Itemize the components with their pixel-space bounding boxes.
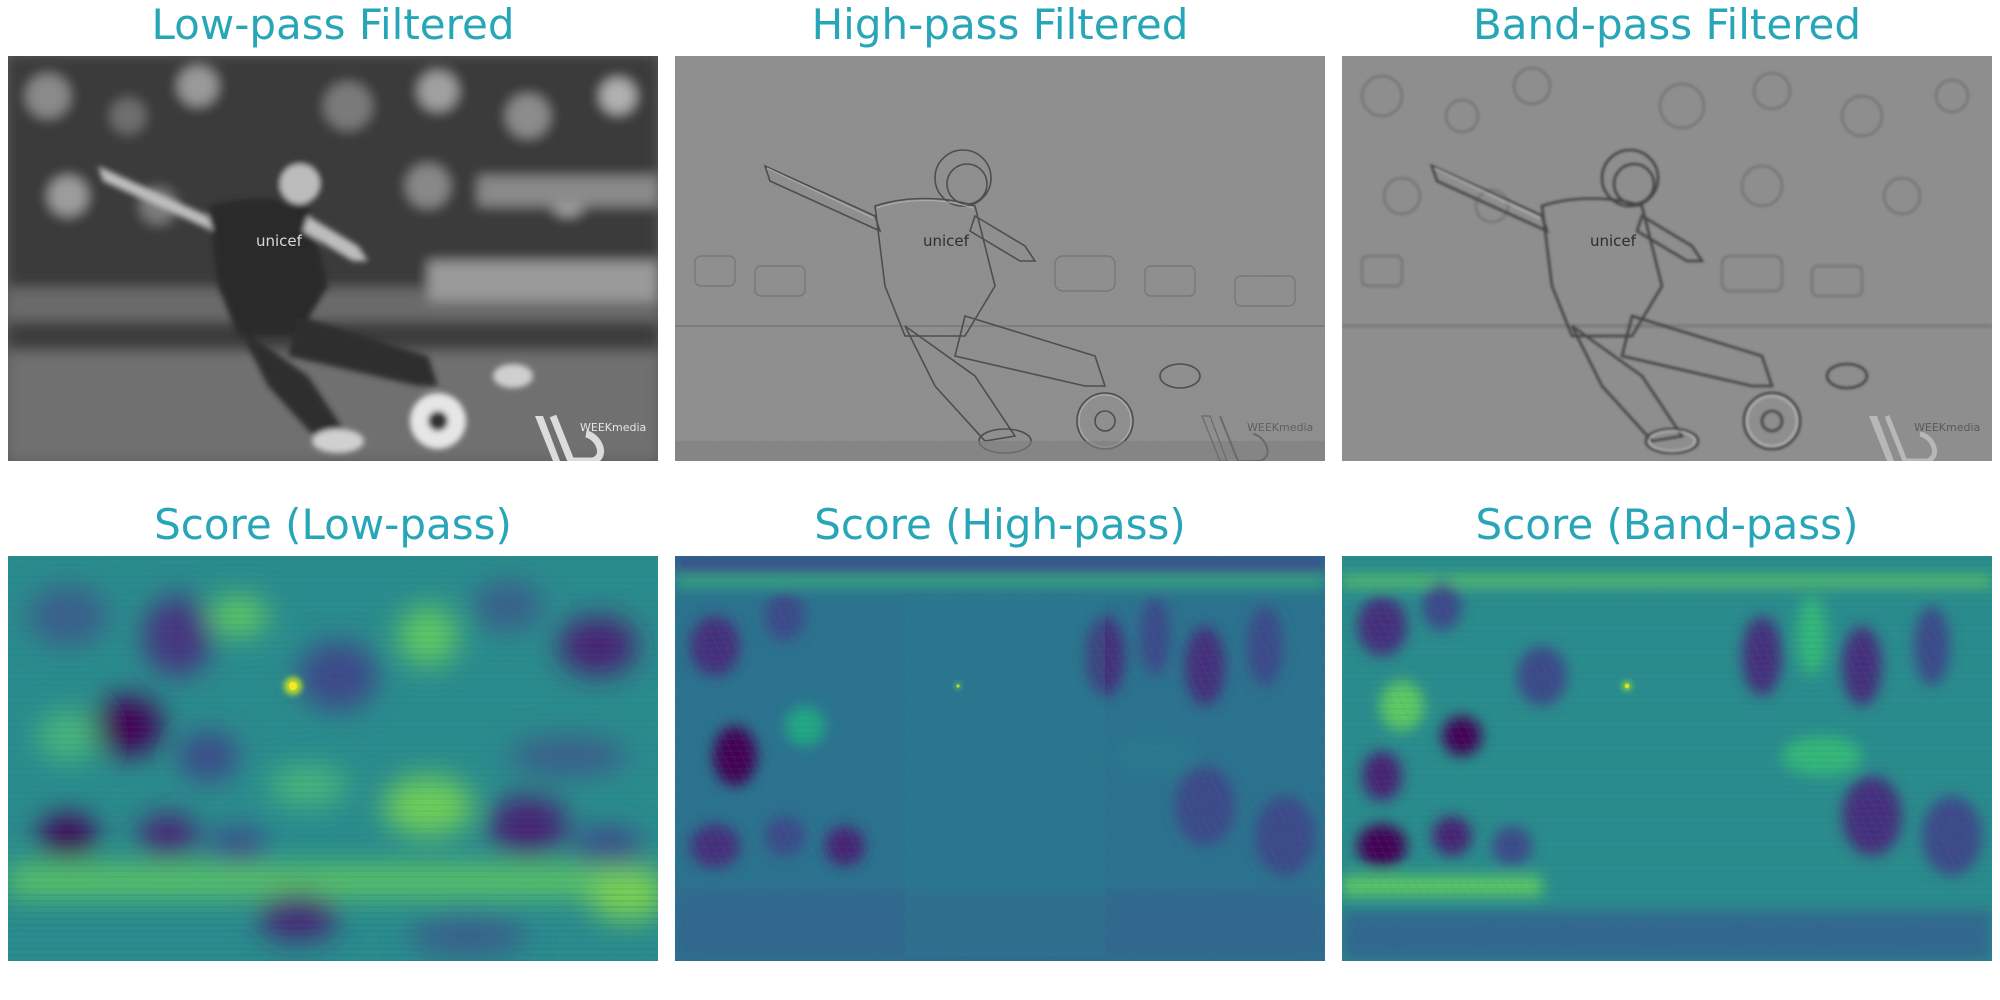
- peak-marker: [1622, 681, 1632, 691]
- score-low-pass-heatmap: [8, 556, 658, 961]
- shirt-text: unicef: [1590, 232, 1637, 250]
- high-pass-image: unicef WEEKmedia: [675, 56, 1325, 461]
- panel-title: Score (Low-pass): [154, 500, 512, 549]
- panel-title: High-pass Filtered: [811, 0, 1189, 49]
- high-pass-photo: unicef WEEKmedia: [675, 56, 1325, 461]
- panel-title: Score (High-pass): [814, 500, 1186, 549]
- low-pass-image: unicef WEEKmedia: [8, 56, 658, 461]
- panel-title: Score (Band-pass): [1475, 500, 1859, 549]
- peak-marker: [284, 677, 302, 695]
- panel-title: Low-pass Filtered: [151, 0, 515, 49]
- watermark-logo: WEEKmedia: [1869, 415, 1980, 461]
- svg-text:WEEKmedia: WEEKmedia: [580, 421, 646, 434]
- score-high-pass-map: [675, 556, 1325, 961]
- score-band-pass-map: [1342, 556, 1992, 961]
- panel-title: Band-pass Filtered: [1472, 0, 1862, 49]
- peak-marker: [955, 683, 961, 689]
- watermark-logo: WEEKmedia: [1201, 415, 1313, 461]
- svg-text:WEEKmedia: WEEKmedia: [1247, 421, 1313, 434]
- svg-text:WEEKmedia: WEEKmedia: [1914, 421, 1980, 434]
- low-pass-photo: unicef WEEKmedia: [8, 56, 658, 461]
- band-pass-photo: unicef WEEKmedia: [1342, 56, 1992, 461]
- score-band-pass-heatmap: [1342, 556, 1992, 961]
- shirt-text: unicef: [923, 232, 970, 250]
- watermark-logo: WEEKmedia: [535, 414, 646, 461]
- band-pass-image: unicef WEEKmedia: [1342, 56, 1992, 461]
- shirt-text: unicef: [256, 232, 303, 250]
- score-low-pass-map: [8, 556, 658, 961]
- score-high-pass-heatmap: [675, 556, 1325, 961]
